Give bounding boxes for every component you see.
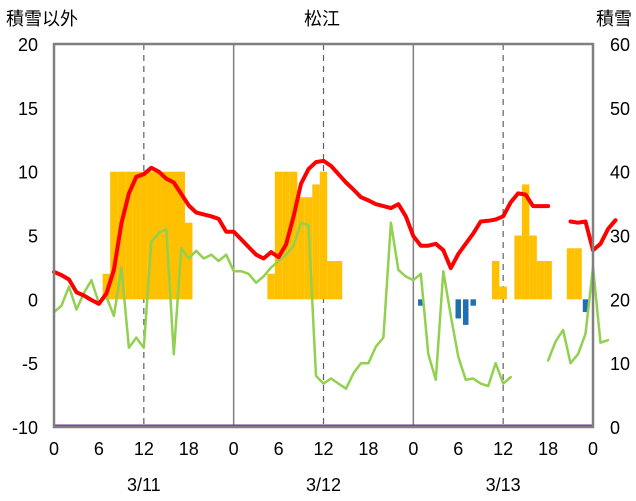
x-tick-label: 12: [134, 439, 154, 459]
precip-bar: [418, 299, 424, 306]
right-tick-label: 60: [610, 35, 630, 55]
snow-depth-line-segment: [52, 158, 551, 306]
x-tick-label: 6: [94, 439, 104, 459]
snowfall-bar: [282, 171, 290, 300]
snowfall-bar: [521, 184, 530, 300]
right-tick-label: 20: [610, 290, 630, 310]
x-tick-labels: 0 6 12 18 0 6 12 18 0 6 12 18 0: [49, 439, 598, 459]
right-tick-label: 10: [610, 354, 630, 374]
date-labels: 3/11 3/12 3/13: [127, 475, 521, 495]
left-tick-label: 15: [18, 99, 38, 119]
snowfall-bar: [140, 171, 148, 300]
chart-title: 松江: [304, 9, 340, 30]
date-label: 3/12: [306, 475, 341, 495]
snowfall-bar: [267, 273, 275, 300]
snowfall-bar: [102, 273, 111, 300]
snowfall-bar: [125, 171, 133, 300]
left-tick-label: 0: [28, 290, 38, 310]
precip-bars: [418, 299, 589, 325]
left-tick-label: -10: [12, 418, 38, 438]
x-tick-label: 6: [453, 439, 463, 459]
x-tick-label: 0: [229, 439, 239, 459]
snowfall-bar: [155, 171, 163, 300]
left-tick-labels: 20 15 10 5 0 -5 -10: [12, 35, 38, 438]
x-tick-label: 12: [493, 439, 513, 459]
snowfall-bar: [170, 171, 178, 300]
precip-bar: [455, 299, 461, 319]
precip-bar: [470, 299, 476, 306]
snowfall-bar: [529, 235, 537, 300]
right-tick-labels: 60 50 40 30 20 10 0: [610, 35, 630, 438]
right-axis-title: 積雪: [596, 9, 632, 30]
x-tick-label: 12: [313, 439, 333, 459]
snowfall-bar: [289, 171, 298, 300]
left-axis-title: 積雪以外: [6, 9, 78, 30]
temperature-line: [52, 221, 610, 390]
snowfall-bar: [327, 261, 335, 300]
snowfall-bar: [132, 171, 141, 300]
left-tick-label: 20: [18, 35, 38, 55]
left-tick-label: -5: [22, 354, 38, 374]
x-tick-label: 0: [408, 439, 418, 459]
right-tick-label: 40: [610, 163, 630, 183]
x-tick-label: 18: [538, 439, 558, 459]
plot-frame: [52, 42, 595, 429]
snowfall-bar: [499, 286, 507, 300]
right-tick-label: 30: [610, 227, 630, 247]
snowfall-bar: [334, 261, 343, 300]
temperature-line-segment: [546, 266, 610, 365]
snowfall-bar: [544, 261, 552, 300]
snowfall-bar: [297, 197, 305, 300]
snowfall-bar: [274, 171, 283, 300]
right-tick-label: 0: [610, 418, 620, 438]
precip-bar: [582, 299, 589, 313]
right-tick-label: 50: [610, 99, 630, 119]
snowfall-bar: [536, 261, 545, 300]
x-tick-label: 6: [274, 439, 284, 459]
snowfall-bar: [312, 184, 320, 300]
snowfall-bar: [185, 222, 193, 300]
snowfall-bar: [319, 171, 328, 300]
snowfall-bar: [110, 171, 118, 300]
left-tick-label: 5: [28, 227, 38, 247]
snowfall-bar: [514, 235, 522, 300]
temperature-line-segment: [52, 221, 512, 390]
left-tick-label: 10: [18, 163, 38, 183]
x-tick-label: 0: [49, 439, 59, 459]
x-tick-label: 18: [358, 439, 378, 459]
snowfall-bar: [177, 171, 186, 300]
date-label: 3/11: [127, 475, 161, 495]
snowfall-bar: [574, 248, 582, 300]
precip-bar: [462, 299, 469, 325]
x-tick-label: 18: [179, 439, 199, 459]
date-label: 3/13: [486, 475, 521, 495]
snowfall-bar: [491, 261, 500, 300]
snowfall-bar: [566, 248, 575, 300]
x-tick-label: 0: [588, 439, 598, 459]
snowfall-bar: [147, 171, 156, 300]
